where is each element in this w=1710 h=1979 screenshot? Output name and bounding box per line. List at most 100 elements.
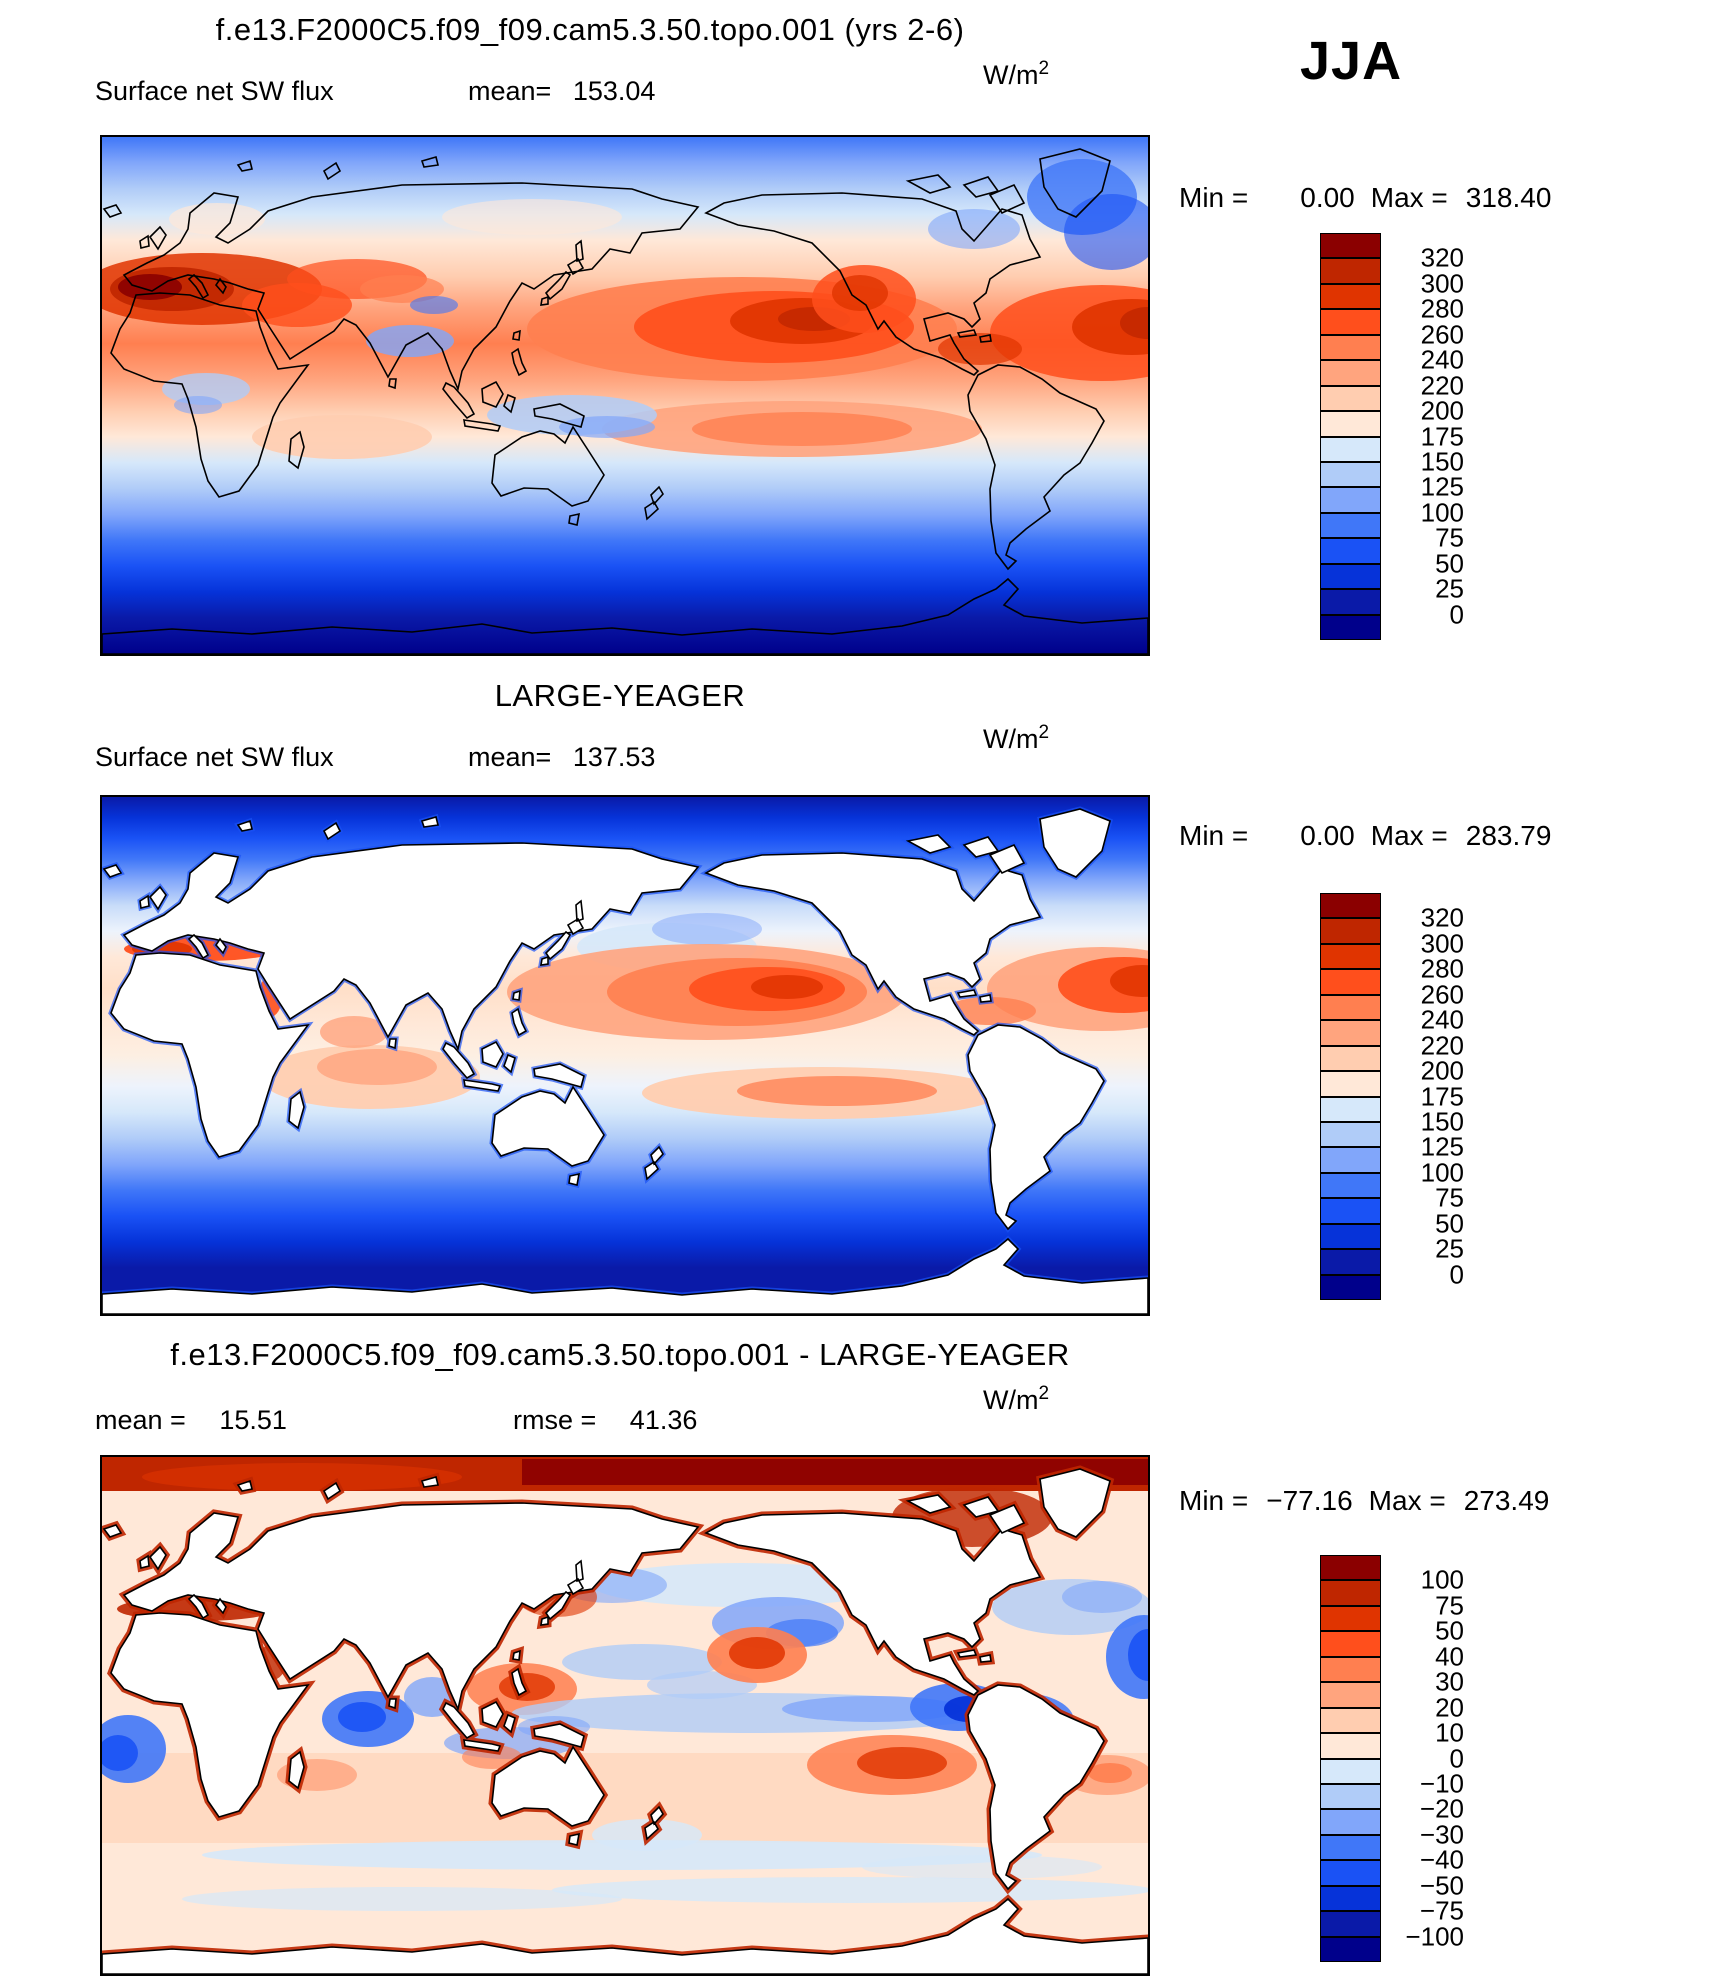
colorbar-box bbox=[1320, 1885, 1381, 1912]
colorbar-tick-label: 50 bbox=[1435, 1208, 1464, 1239]
panel2-field-label: Surface net SW flux bbox=[95, 742, 334, 772]
colorbar-boxes bbox=[1320, 893, 1381, 1300]
colorbar-box bbox=[1320, 436, 1381, 462]
colorbar-box bbox=[1320, 283, 1381, 310]
colorbar-box bbox=[1320, 233, 1381, 259]
colorbar-tick-label: 200 bbox=[1420, 1055, 1464, 1086]
colorbar-tick-label: 280 bbox=[1420, 953, 1464, 984]
panel1-minmax: Min = 0.00 Max = 318.40 bbox=[1179, 182, 1551, 214]
colorbar-box bbox=[1320, 589, 1381, 615]
panel2-min-value: 0.00 bbox=[1300, 820, 1355, 851]
panel1-max-label: Max = bbox=[1370, 182, 1448, 213]
map-obs bbox=[102, 797, 1148, 1314]
colorbar-tick-label: −100 bbox=[1405, 1921, 1464, 1952]
colorbar-tick-label: 50 bbox=[1435, 1615, 1464, 1646]
colorbar-tick-label: 125 bbox=[1420, 1131, 1464, 1162]
panel3-rmse: rmse = 41.36 bbox=[513, 1405, 697, 1436]
panel1-units: W/m2 bbox=[983, 58, 1049, 91]
panel2-title: LARGE-YEAGER bbox=[494, 678, 746, 713]
panel3-min-value: −77.16 bbox=[1266, 1485, 1353, 1516]
colorbar-box bbox=[1320, 1580, 1381, 1606]
panel1-mean-value: 153.04 bbox=[572, 76, 656, 106]
panel1-field-label: Surface net SW flux bbox=[95, 76, 334, 106]
colorbar-tick-label: 220 bbox=[1420, 370, 1464, 401]
colorbar-tick-label: 240 bbox=[1420, 1004, 1464, 1035]
colorbar-box bbox=[1320, 1198, 1381, 1224]
panel2-map-frame bbox=[100, 795, 1150, 1316]
colorbar-tick-label: 240 bbox=[1420, 344, 1464, 375]
colorbar-box bbox=[1320, 1809, 1381, 1835]
panel3-title: f.e13.F2000C5.f09_f09.cam5.3.50.topo.001… bbox=[170, 1337, 1070, 1372]
units-exponent: 2 bbox=[1038, 722, 1050, 743]
colorbar-tick-label: 75 bbox=[1435, 522, 1464, 553]
units-base: W/m bbox=[983, 1385, 1039, 1415]
colorbar-tick-label: 175 bbox=[1420, 421, 1464, 452]
map-diff bbox=[102, 1457, 1148, 1974]
colorbar-box bbox=[1320, 1045, 1381, 1072]
colorbar-box bbox=[1320, 309, 1381, 335]
colorbar-tick-label: 0 bbox=[1449, 1743, 1464, 1774]
panel3-minmax: Min = −77.16 Max = 273.49 bbox=[1179, 1485, 1549, 1517]
units-base: W/m bbox=[983, 724, 1039, 754]
panel1-min-value: 0.00 bbox=[1300, 182, 1355, 213]
colorbar-box bbox=[1320, 1096, 1381, 1122]
panel2-mean-label: mean= bbox=[468, 742, 552, 772]
colorbar-tick-label: 100 bbox=[1420, 1564, 1464, 1595]
panel2-mean: mean= 137.53 bbox=[468, 742, 655, 773]
colorbar-tick-label: 125 bbox=[1420, 471, 1464, 502]
colorbar-box bbox=[1320, 1707, 1381, 1734]
units-exponent: 2 bbox=[1038, 58, 1050, 79]
colorbar-box bbox=[1320, 969, 1381, 995]
colorbar-box bbox=[1320, 411, 1381, 437]
panel1-mean: mean= 153.04 bbox=[468, 76, 655, 107]
panel3-max-label: Max = bbox=[1368, 1485, 1446, 1516]
colorbar-box bbox=[1320, 614, 1381, 640]
colorbar-box bbox=[1320, 538, 1381, 564]
panel3-min-label: Min = bbox=[1179, 1485, 1249, 1516]
panel1-mean-label: mean= bbox=[468, 76, 552, 106]
colorbar-box bbox=[1320, 487, 1381, 513]
colorbar-box bbox=[1320, 1121, 1381, 1148]
colorbar-tick-label: 20 bbox=[1435, 1692, 1464, 1723]
colorbar-tick-label: 100 bbox=[1420, 497, 1464, 528]
panel2-units: W/m2 bbox=[983, 722, 1049, 755]
colorbar-tick-label: 220 bbox=[1420, 1030, 1464, 1061]
colorbar-tick-label: 25 bbox=[1435, 573, 1464, 604]
colorbar-tick-label: 300 bbox=[1420, 928, 1464, 959]
colorbar-tick-label: 30 bbox=[1435, 1666, 1464, 1697]
colorbar-boxes bbox=[1320, 233, 1381, 640]
panel3-mean-value: 15.51 bbox=[219, 1405, 287, 1435]
units-base: W/m bbox=[983, 60, 1039, 90]
colorbar-box bbox=[1320, 943, 1381, 970]
colorbar-box bbox=[1320, 461, 1381, 488]
colorbar-box bbox=[1320, 1249, 1381, 1275]
colorbar-tick-label: 25 bbox=[1435, 1233, 1464, 1264]
colorbar-tick-label: 260 bbox=[1420, 979, 1464, 1010]
colorbar-tick-label: −10 bbox=[1419, 1768, 1464, 1799]
colorbar-box bbox=[1320, 258, 1381, 284]
diff-field-blobs bbox=[102, 1457, 1148, 1911]
colorbar-box bbox=[1320, 360, 1381, 386]
colorbar-box bbox=[1320, 1656, 1381, 1683]
colorbar-box bbox=[1320, 1172, 1381, 1199]
colorbar-box bbox=[1320, 1071, 1381, 1097]
colorbar-box bbox=[1320, 1911, 1381, 1937]
colorbar-tick-label: 75 bbox=[1435, 1590, 1464, 1621]
panel3-units: W/m2 bbox=[983, 1383, 1049, 1416]
colorbar-tick-label: 0 bbox=[1449, 599, 1464, 630]
map-model bbox=[102, 137, 1148, 654]
panel3-rmse-label: rmse = bbox=[513, 1405, 597, 1435]
units-exponent: 2 bbox=[1038, 1383, 1050, 1404]
colorbar-tick-label: 320 bbox=[1420, 242, 1464, 273]
colorbar-tick-label: 75 bbox=[1435, 1182, 1464, 1213]
colorbar-box bbox=[1320, 994, 1381, 1021]
colorbar-box bbox=[1320, 1147, 1381, 1173]
colorbar-tick-label: −30 bbox=[1419, 1819, 1464, 1850]
colorbar-box bbox=[1320, 334, 1381, 361]
panel2-min-label: Min = bbox=[1179, 820, 1249, 851]
panel2-max-value: 283.79 bbox=[1465, 820, 1552, 851]
obs-field-blobs bbox=[124, 913, 1148, 1119]
colorbar-boxes bbox=[1320, 1555, 1381, 1962]
colorbar-tick-label: −75 bbox=[1419, 1895, 1464, 1926]
panel3-rmse-value: 41.36 bbox=[629, 1405, 698, 1435]
